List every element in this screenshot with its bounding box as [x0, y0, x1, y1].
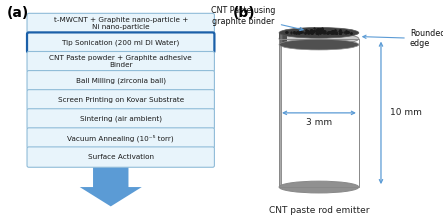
Bar [281, 39, 283, 187]
Bar [279, 39, 281, 187]
Bar [281, 33, 285, 45]
Bar [280, 39, 281, 187]
Bar [280, 39, 281, 187]
Bar [279, 33, 284, 45]
Text: Rounded
edge: Rounded edge [363, 29, 443, 48]
Bar [280, 39, 282, 187]
Bar [280, 39, 281, 187]
Bar [280, 39, 281, 187]
Bar [280, 33, 284, 45]
Bar [280, 33, 284, 45]
Bar [280, 39, 282, 187]
Bar [280, 39, 282, 187]
Bar [280, 39, 282, 187]
Text: Vacuum Annealing (10⁻⁵ torr): Vacuum Annealing (10⁻⁵ torr) [67, 134, 174, 142]
Bar [280, 39, 282, 187]
Bar [280, 33, 284, 45]
Bar [280, 39, 282, 187]
Bar [283, 33, 287, 45]
Bar [279, 39, 281, 187]
Bar [281, 33, 286, 45]
Bar [282, 33, 286, 45]
Bar [282, 33, 286, 45]
Bar [282, 33, 286, 45]
Text: CNT Paste powder + Graphite adhesive
Binder: CNT Paste powder + Graphite adhesive Bin… [49, 55, 192, 68]
Bar [280, 39, 281, 187]
Bar [281, 33, 285, 45]
FancyBboxPatch shape [27, 51, 214, 72]
Bar [280, 39, 281, 187]
Bar [280, 39, 282, 187]
Bar [279, 39, 359, 187]
Bar [280, 39, 282, 187]
Text: 3 mm: 3 mm [306, 118, 332, 127]
Bar [280, 39, 282, 187]
Bar [280, 39, 282, 187]
Bar [280, 39, 282, 187]
FancyBboxPatch shape [27, 13, 214, 34]
Ellipse shape [279, 28, 359, 38]
Bar [280, 39, 282, 187]
Bar [279, 39, 281, 187]
Bar [279, 39, 281, 187]
Polygon shape [80, 168, 142, 206]
Bar [280, 39, 282, 187]
Bar [280, 39, 282, 187]
Ellipse shape [279, 39, 359, 50]
Text: Ball Milling (zirconia ball): Ball Milling (zirconia ball) [76, 78, 166, 84]
Ellipse shape [279, 181, 359, 193]
Bar [280, 39, 282, 187]
Bar [279, 33, 284, 45]
Text: Surface Activation: Surface Activation [88, 154, 154, 160]
Ellipse shape [279, 33, 359, 45]
Bar [280, 39, 281, 187]
FancyBboxPatch shape [27, 128, 214, 148]
Bar [280, 39, 282, 187]
Text: Sintering (air ambient): Sintering (air ambient) [80, 116, 162, 122]
Bar [279, 39, 281, 187]
Text: Tip Sonication (200 ml DI Water): Tip Sonication (200 ml DI Water) [62, 39, 179, 46]
Bar [282, 33, 287, 45]
Text: (b): (b) [233, 6, 255, 20]
Text: 10 mm: 10 mm [390, 108, 422, 117]
Bar [280, 39, 281, 187]
Bar [279, 39, 281, 187]
Bar [280, 39, 282, 187]
Bar [280, 39, 282, 187]
Bar [280, 39, 282, 187]
Bar [280, 39, 282, 187]
Bar [280, 39, 282, 187]
Text: (a): (a) [7, 6, 29, 20]
Bar [281, 33, 285, 45]
Bar [280, 39, 281, 187]
FancyBboxPatch shape [27, 90, 214, 110]
Bar [283, 33, 287, 45]
FancyBboxPatch shape [27, 109, 214, 129]
Bar [280, 33, 284, 45]
Bar [280, 39, 281, 187]
Text: CNT paste rod emitter: CNT paste rod emitter [269, 206, 369, 215]
FancyBboxPatch shape [27, 147, 214, 167]
Bar [280, 39, 281, 187]
Text: CNT Paste using
graphite binder: CNT Paste using graphite binder [211, 6, 303, 31]
Bar [283, 33, 287, 45]
Bar [280, 39, 281, 187]
Bar [279, 39, 281, 187]
Bar [280, 39, 282, 187]
Bar [280, 39, 282, 187]
Text: t-MWCNT + Graphite nano-particle +
Ni nano-particle: t-MWCNT + Graphite nano-particle + Ni na… [54, 17, 188, 30]
Bar [280, 39, 282, 187]
Bar [280, 33, 284, 45]
Bar [280, 33, 285, 45]
Bar [280, 39, 282, 187]
FancyBboxPatch shape [27, 71, 214, 91]
Bar [280, 39, 282, 187]
FancyBboxPatch shape [27, 32, 214, 53]
Text: Screen Printing on Kovar Substrate: Screen Printing on Kovar Substrate [58, 97, 184, 103]
Bar [281, 33, 285, 45]
Bar [280, 39, 282, 187]
Bar [280, 39, 281, 187]
Bar [280, 39, 283, 187]
Bar [280, 39, 282, 187]
